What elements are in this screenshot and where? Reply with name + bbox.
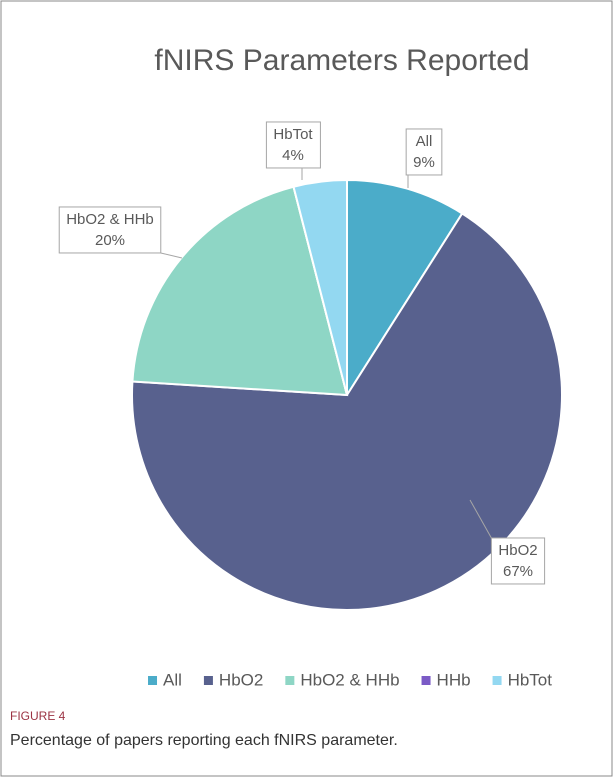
legend-label: HHb bbox=[437, 670, 471, 689]
legend-swatch bbox=[492, 676, 502, 685]
caption: Percentage of papers reporting each fNIR… bbox=[10, 732, 398, 749]
data-label-text: All 9% bbox=[413, 133, 435, 171]
data-label-category: All bbox=[416, 133, 433, 150]
data-label: All 9% bbox=[405, 128, 443, 188]
legend-label: HbTot bbox=[508, 670, 553, 689]
data-label-category: HbO2 & HHb bbox=[66, 211, 154, 228]
data-label-category: HbO2 bbox=[498, 542, 537, 559]
data-label-value: 4% bbox=[282, 147, 304, 164]
legend-label: HbO2 & HHb bbox=[300, 670, 399, 689]
data-label-text: HbTot 4% bbox=[273, 126, 313, 164]
callout-line bbox=[469, 499, 492, 539]
figure-label: FIGURE 4 bbox=[10, 709, 66, 723]
data-label-box bbox=[405, 128, 443, 176]
pie-slice bbox=[131, 212, 563, 611]
data-label-text: HbO2 & HHb 20% bbox=[66, 211, 154, 249]
pie-slice bbox=[346, 178, 464, 399]
legend-swatch bbox=[421, 676, 431, 685]
legend: All HbO2 HbO2 & HHb HHb HbTot bbox=[148, 670, 552, 689]
chart-title: fNIRS Parameters Reported bbox=[154, 44, 529, 77]
data-label-category: HbTot bbox=[273, 126, 313, 143]
data-label-value: 9% bbox=[413, 154, 435, 171]
data-label-value: 20% bbox=[95, 232, 125, 249]
legend-swatch bbox=[203, 676, 213, 685]
data-label: HbO2 67% bbox=[469, 499, 546, 585]
legend-swatch bbox=[285, 676, 295, 685]
callout-line bbox=[160, 252, 183, 259]
data-label-box bbox=[265, 121, 321, 169]
data-label-box bbox=[58, 206, 162, 254]
legend-label: All bbox=[163, 670, 182, 689]
pie-slice bbox=[292, 178, 348, 396]
data-label-text: HbO2 67% bbox=[498, 542, 537, 580]
data-label-value: 67% bbox=[503, 563, 533, 580]
data-label: HbTot 4% bbox=[265, 121, 321, 180]
legend-swatch bbox=[148, 676, 158, 685]
data-label: HbO2 & HHb 20% bbox=[58, 206, 183, 259]
legend-label: HbO2 bbox=[219, 670, 263, 689]
data-label-box bbox=[490, 537, 546, 585]
